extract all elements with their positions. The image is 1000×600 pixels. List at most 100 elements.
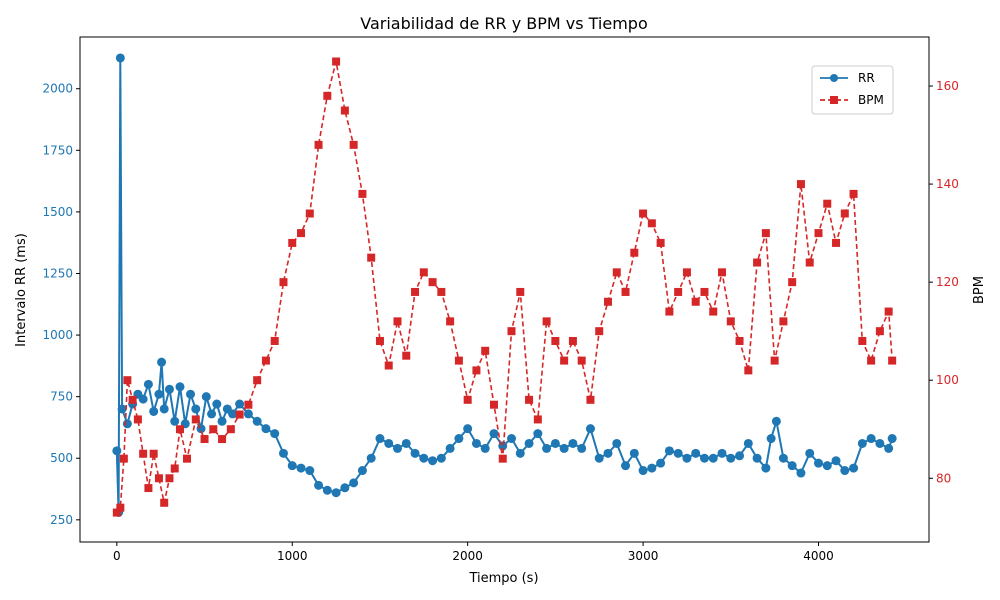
- rr-point: [743, 438, 753, 448]
- rr-point: [542, 443, 552, 453]
- rr-point: [647, 463, 657, 473]
- rr-point: [612, 438, 622, 448]
- legend-bpm-label: BPM: [858, 93, 884, 107]
- bpm-point: [472, 366, 481, 375]
- bpm-point: [402, 351, 411, 360]
- rr-point: [117, 404, 127, 414]
- rr-point: [270, 429, 280, 439]
- bpm-point: [305, 209, 314, 218]
- bpm-point: [235, 410, 244, 419]
- y-axis-label-right: BPM: [972, 276, 987, 304]
- rr-point: [252, 416, 262, 426]
- bpm-point: [630, 248, 639, 257]
- bpm-point: [709, 307, 718, 316]
- bpm-point: [165, 474, 174, 483]
- bpm-point: [665, 307, 674, 316]
- rr-point: [159, 404, 169, 414]
- axis-ticks: 0 1000 2000 3000 4000 250 500 750 1000 1250 1500 17…: [42, 79, 958, 563]
- rr-point: [585, 424, 595, 434]
- rr-point: [170, 416, 180, 426]
- rr-point: [559, 443, 569, 453]
- y-right-tick-label: 140: [936, 177, 959, 191]
- y-left-tick-label: 250: [50, 513, 73, 527]
- bpm-point: [726, 317, 735, 326]
- rr-point: [191, 404, 201, 414]
- rr-point: [366, 453, 376, 463]
- bpm-point: [139, 449, 148, 458]
- y-left-tick-label: 1500: [42, 205, 73, 219]
- bpm-point: [867, 356, 876, 365]
- rr-point: [278, 448, 288, 458]
- bpm-point: [586, 395, 595, 404]
- rr-point: [428, 456, 438, 466]
- rr-point: [243, 409, 253, 419]
- bpm-point: [375, 336, 384, 345]
- plot-area-frame: [79, 36, 930, 543]
- bpm-point: [779, 317, 788, 326]
- bpm-point: [612, 268, 621, 277]
- bpm-point: [888, 356, 897, 365]
- rr-point: [515, 448, 525, 458]
- rr-point: [112, 446, 122, 456]
- rr-point: [708, 453, 718, 463]
- y-right-tick-label: 160: [936, 79, 959, 93]
- bpm-point: [753, 258, 762, 267]
- series-layer: [112, 53, 897, 517]
- bpm-point: [489, 400, 498, 409]
- rr-point: [787, 461, 797, 471]
- bpm-series-line: [116, 60, 893, 514]
- bpm-point: [849, 189, 858, 198]
- rr-point: [331, 488, 341, 498]
- x-tick-label: 0: [113, 549, 121, 563]
- bpm-point: [419, 268, 428, 277]
- bpm-point: [875, 327, 884, 336]
- bpm-point: [542, 317, 551, 326]
- rr-point: [419, 453, 429, 463]
- bpm-point: [314, 140, 323, 149]
- rr-point: [115, 53, 125, 63]
- rr-point: [568, 438, 578, 448]
- rr-point: [849, 463, 859, 473]
- bpm-point: [805, 258, 814, 267]
- bpm-point: [446, 317, 455, 326]
- rr-point: [463, 424, 473, 434]
- rr-point: [884, 443, 894, 453]
- bpm-point: [761, 229, 770, 238]
- bpm-point: [270, 336, 279, 345]
- rr-point: [392, 443, 402, 453]
- rr-point: [201, 392, 211, 402]
- rr-point: [638, 466, 648, 476]
- rr-point: [314, 480, 324, 490]
- bpm-point: [437, 287, 446, 296]
- rr-point: [771, 416, 781, 426]
- rr-point: [489, 429, 499, 439]
- rr-point: [175, 382, 185, 392]
- chart-title: Variabilidad de RR y BPM vs Tiempo: [360, 14, 648, 33]
- bpm-point: [735, 336, 744, 345]
- rr-point: [656, 458, 666, 468]
- bpm-point: [884, 307, 893, 316]
- bpm-point: [279, 278, 288, 287]
- rr-point: [401, 438, 411, 448]
- bpm-point: [119, 454, 128, 463]
- bpm-point: [551, 336, 560, 345]
- bpm-point: [349, 140, 358, 149]
- rr-point: [480, 443, 490, 453]
- y-left-tick-label: 2000: [42, 82, 73, 96]
- bpm-point: [297, 229, 306, 238]
- y-right-tick-label: 120: [936, 275, 959, 289]
- bpm-point: [533, 415, 542, 424]
- rr-point: [384, 438, 394, 448]
- bpm-point: [428, 278, 437, 287]
- bpm-point: [700, 287, 709, 296]
- rr-point: [550, 438, 560, 448]
- rr-point: [287, 461, 297, 471]
- bpm-point: [218, 435, 227, 444]
- y-right-tick-label: 100: [936, 373, 959, 387]
- rr-point: [752, 453, 762, 463]
- bpm-point: [674, 287, 683, 296]
- bpm-point: [840, 209, 849, 218]
- rr-point: [143, 379, 153, 389]
- bpm-point: [814, 229, 823, 238]
- bpm-point: [603, 297, 612, 306]
